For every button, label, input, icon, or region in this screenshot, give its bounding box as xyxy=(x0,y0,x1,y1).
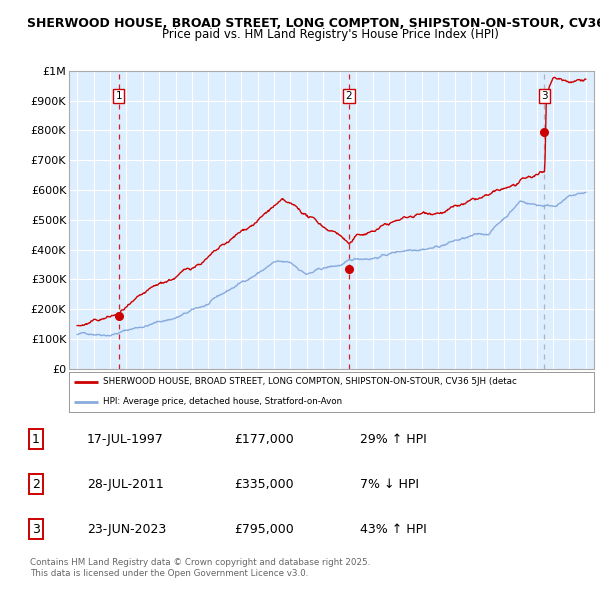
Text: SHERWOOD HOUSE, BROAD STREET, LONG COMPTON, SHIPSTON-ON-STOUR, CV36 5JH: SHERWOOD HOUSE, BROAD STREET, LONG COMPT… xyxy=(27,17,600,30)
Text: 3: 3 xyxy=(541,91,548,101)
Text: 28-JUL-2011: 28-JUL-2011 xyxy=(87,478,164,491)
Text: £177,000: £177,000 xyxy=(234,433,294,446)
Text: 23-JUN-2023: 23-JUN-2023 xyxy=(87,523,166,536)
Text: Price paid vs. HM Land Registry's House Price Index (HPI): Price paid vs. HM Land Registry's House … xyxy=(161,28,499,41)
Text: 7% ↓ HPI: 7% ↓ HPI xyxy=(360,478,419,491)
Text: 2: 2 xyxy=(346,91,352,101)
Text: 17-JUL-1997: 17-JUL-1997 xyxy=(87,433,164,446)
Text: £335,000: £335,000 xyxy=(234,478,293,491)
Text: 1: 1 xyxy=(116,91,122,101)
Text: £795,000: £795,000 xyxy=(234,523,294,536)
Text: 2: 2 xyxy=(32,478,40,491)
Text: SHERWOOD HOUSE, BROAD STREET, LONG COMPTON, SHIPSTON-ON-STOUR, CV36 5JH (detac: SHERWOOD HOUSE, BROAD STREET, LONG COMPT… xyxy=(103,377,517,386)
Text: 43% ↑ HPI: 43% ↑ HPI xyxy=(360,523,427,536)
Text: 29% ↑ HPI: 29% ↑ HPI xyxy=(360,433,427,446)
Text: 3: 3 xyxy=(32,523,40,536)
Text: 1: 1 xyxy=(32,433,40,446)
Text: HPI: Average price, detached house, Stratford-on-Avon: HPI: Average price, detached house, Stra… xyxy=(103,397,342,407)
Text: Contains HM Land Registry data © Crown copyright and database right 2025.
This d: Contains HM Land Registry data © Crown c… xyxy=(30,558,370,578)
